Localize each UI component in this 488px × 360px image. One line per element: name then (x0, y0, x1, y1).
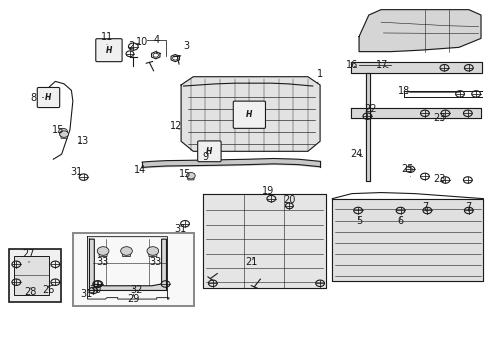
Text: 30: 30 (89, 285, 102, 296)
Text: 29: 29 (127, 294, 139, 304)
Polygon shape (350, 108, 480, 118)
Text: H: H (105, 46, 112, 55)
Text: 31: 31 (174, 225, 186, 234)
Polygon shape (358, 10, 480, 51)
Text: 32: 32 (130, 285, 142, 296)
FancyBboxPatch shape (99, 251, 107, 257)
Text: 10: 10 (136, 37, 148, 47)
Text: 9: 9 (202, 152, 208, 162)
FancyBboxPatch shape (60, 131, 66, 136)
Bar (14, 256, 49, 295)
Text: 26: 26 (42, 285, 55, 296)
Polygon shape (203, 194, 326, 288)
Bar (73, 233, 193, 306)
Text: 8: 8 (31, 93, 43, 103)
Text: 11: 11 (101, 32, 113, 44)
Polygon shape (331, 199, 483, 281)
Text: 12: 12 (170, 121, 182, 131)
Text: 33: 33 (149, 257, 162, 267)
Text: 25: 25 (401, 163, 413, 176)
Text: 1: 1 (316, 69, 323, 83)
Text: 7: 7 (465, 202, 471, 212)
Circle shape (121, 247, 132, 255)
Circle shape (59, 129, 67, 135)
Text: 17: 17 (375, 60, 387, 70)
Text: 23: 23 (432, 174, 445, 184)
FancyBboxPatch shape (197, 141, 221, 162)
Polygon shape (366, 73, 369, 181)
FancyBboxPatch shape (233, 101, 265, 129)
Text: 6: 6 (397, 216, 403, 226)
Text: 28: 28 (25, 287, 37, 297)
Text: 13: 13 (76, 136, 88, 146)
Circle shape (60, 131, 68, 137)
Polygon shape (181, 77, 320, 151)
Text: 2: 2 (128, 41, 134, 56)
FancyBboxPatch shape (37, 87, 60, 108)
FancyBboxPatch shape (61, 134, 67, 138)
Polygon shape (89, 239, 166, 291)
Text: 33: 33 (96, 257, 108, 267)
Circle shape (186, 172, 195, 179)
Text: 20: 20 (283, 195, 295, 205)
Circle shape (147, 247, 158, 255)
Text: 4: 4 (153, 35, 160, 54)
Text: 23: 23 (432, 113, 445, 123)
Text: 14: 14 (133, 165, 145, 175)
Text: 16: 16 (345, 60, 357, 70)
Text: 31: 31 (70, 167, 82, 177)
Text: 21: 21 (245, 257, 258, 267)
FancyBboxPatch shape (148, 251, 157, 257)
Text: 19: 19 (261, 186, 273, 197)
Text: 5: 5 (355, 216, 362, 226)
Text: 22: 22 (363, 104, 376, 114)
Text: H: H (45, 93, 52, 102)
Bar (9, 249, 61, 302)
Text: 15: 15 (179, 168, 191, 179)
FancyBboxPatch shape (187, 175, 194, 180)
Text: 18: 18 (398, 86, 410, 96)
Text: 31: 31 (80, 289, 92, 299)
Text: 24: 24 (350, 149, 362, 159)
Text: 27: 27 (22, 248, 35, 262)
Polygon shape (350, 62, 482, 73)
Circle shape (97, 247, 109, 255)
Text: 15: 15 (52, 125, 64, 135)
FancyBboxPatch shape (96, 39, 122, 62)
Text: 7: 7 (421, 202, 427, 212)
Text: H: H (206, 147, 212, 156)
Text: 3: 3 (178, 41, 189, 56)
Text: H: H (245, 110, 252, 119)
FancyBboxPatch shape (122, 251, 130, 257)
